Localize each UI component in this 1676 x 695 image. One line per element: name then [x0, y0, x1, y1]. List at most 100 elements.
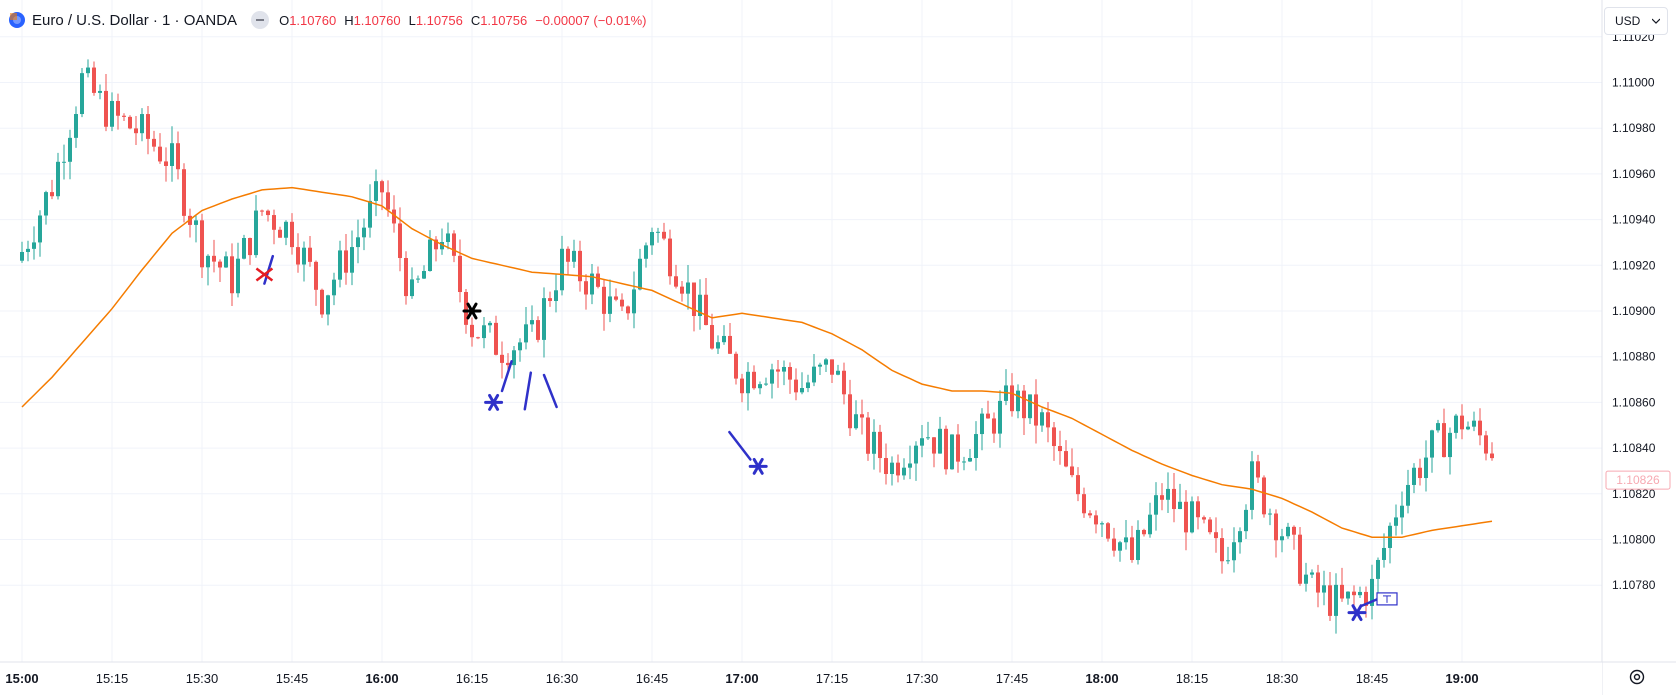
time-tick-label: 17:15: [816, 671, 849, 686]
candle-up: [446, 233, 450, 243]
candle-down: [380, 181, 384, 193]
price-axis: 1.10780 1.10800 1.10820 1.10840 1.10860 1.108…: [1612, 30, 1656, 592]
candle-down: [266, 210, 270, 216]
candle-up: [632, 289, 636, 314]
trend-line-drawing[interactable]: [523, 371, 533, 411]
candle-up: [326, 295, 330, 315]
candle-up: [1322, 585, 1326, 593]
candle-up: [608, 296, 612, 314]
currency-flag-icon[interactable]: [8, 11, 26, 29]
candle-down: [842, 370, 846, 395]
time-axis-background[interactable]: [0, 662, 1602, 695]
candle-down: [1364, 591, 1368, 606]
candle-down: [116, 100, 120, 116]
candle-up: [350, 247, 354, 273]
candle-up: [1040, 412, 1044, 426]
asterisk-marker[interactable]: [748, 457, 768, 475]
candle-up: [698, 294, 702, 317]
candle-up: [524, 324, 528, 343]
asterisk-marker[interactable]: [484, 393, 504, 411]
candle-up: [140, 114, 144, 134]
candle-up: [644, 245, 648, 259]
candle-up: [518, 342, 522, 351]
trend-line-drawing[interactable]: [542, 373, 558, 409]
trend-line-drawing[interactable]: [728, 430, 752, 461]
candle-down: [674, 276, 678, 287]
candle-down: [248, 237, 252, 256]
candle-down: [1340, 584, 1344, 599]
candle-up: [872, 431, 876, 454]
candle-down: [344, 250, 348, 273]
candle-down: [1274, 513, 1278, 541]
currency-selector[interactable]: USD: [1604, 7, 1668, 35]
candle-down: [230, 256, 234, 294]
candle-up: [980, 413, 984, 435]
candle-up: [650, 232, 654, 246]
candle-up: [1376, 559, 1380, 579]
asterisk-marker[interactable]: [462, 302, 482, 320]
cross-marker[interactable]: [255, 267, 274, 282]
candle-down: [680, 286, 684, 294]
candle-up: [1424, 457, 1428, 479]
candle-up: [818, 364, 822, 367]
candle-up: [974, 434, 978, 459]
price-tick-label: 1.10900: [1612, 304, 1656, 318]
asterisk-marker[interactable]: [1347, 604, 1367, 622]
candle-up: [422, 271, 426, 279]
gear-icon[interactable]: [1627, 667, 1647, 687]
candle-down: [452, 233, 456, 256]
candle-down: [272, 215, 276, 230]
time-tick-label: 18:00: [1085, 671, 1118, 686]
price-tick-label: 1.10800: [1612, 533, 1656, 547]
candle-up: [1286, 526, 1290, 537]
candle-up: [338, 250, 342, 280]
candle-down: [320, 289, 324, 315]
candle-down: [1142, 529, 1146, 535]
candle-down: [134, 128, 138, 134]
candle-down: [164, 161, 168, 166]
candle-down: [200, 220, 204, 268]
price-axis-background[interactable]: [1602, 0, 1676, 695]
candle-down: [536, 320, 540, 340]
hide-legend-button[interactable]: [251, 11, 270, 29]
candle-up: [938, 428, 942, 454]
candle-up: [242, 237, 246, 259]
candle-up: [1154, 495, 1158, 515]
candle-down: [1088, 513, 1092, 516]
candle-up: [1412, 467, 1416, 485]
candle-up: [1232, 542, 1236, 561]
candle-up: [1238, 531, 1242, 543]
ohlc-high: H1.10760: [344, 12, 401, 28]
candle-down: [620, 299, 624, 307]
candle-up: [1448, 432, 1452, 458]
candle-up: [1190, 501, 1194, 533]
candle-down: [278, 229, 282, 238]
trend-line-drawing[interactable]: [500, 360, 513, 393]
candle-up: [80, 73, 84, 115]
price-box-marker[interactable]: [1376, 592, 1398, 606]
candle-up: [800, 388, 804, 393]
candle-down: [1208, 519, 1212, 533]
price-tick-label: 1.10820: [1612, 487, 1656, 501]
candle-down: [1256, 461, 1260, 478]
price-tick-label: 1.10880: [1612, 350, 1656, 364]
candle-up: [38, 215, 42, 243]
candle-down: [794, 379, 798, 393]
candle-down: [866, 417, 870, 454]
candle-down: [50, 192, 54, 197]
candle-down: [458, 255, 462, 293]
candle-down: [1052, 427, 1056, 447]
candle-down: [392, 209, 396, 224]
candle-up: [512, 350, 516, 366]
candle-up: [428, 239, 432, 272]
candle-up: [686, 282, 690, 294]
candle-up: [86, 67, 90, 74]
candle-up: [998, 400, 1002, 434]
price-tick-label: 1.10940: [1612, 213, 1656, 227]
candle-down: [500, 354, 504, 363]
candle-up: [1148, 514, 1152, 535]
candle-down: [1070, 466, 1074, 476]
candle-down: [152, 138, 156, 147]
symbol-title[interactable]: Euro / U.S. Dollar · 1 · OANDA: [32, 11, 238, 29]
